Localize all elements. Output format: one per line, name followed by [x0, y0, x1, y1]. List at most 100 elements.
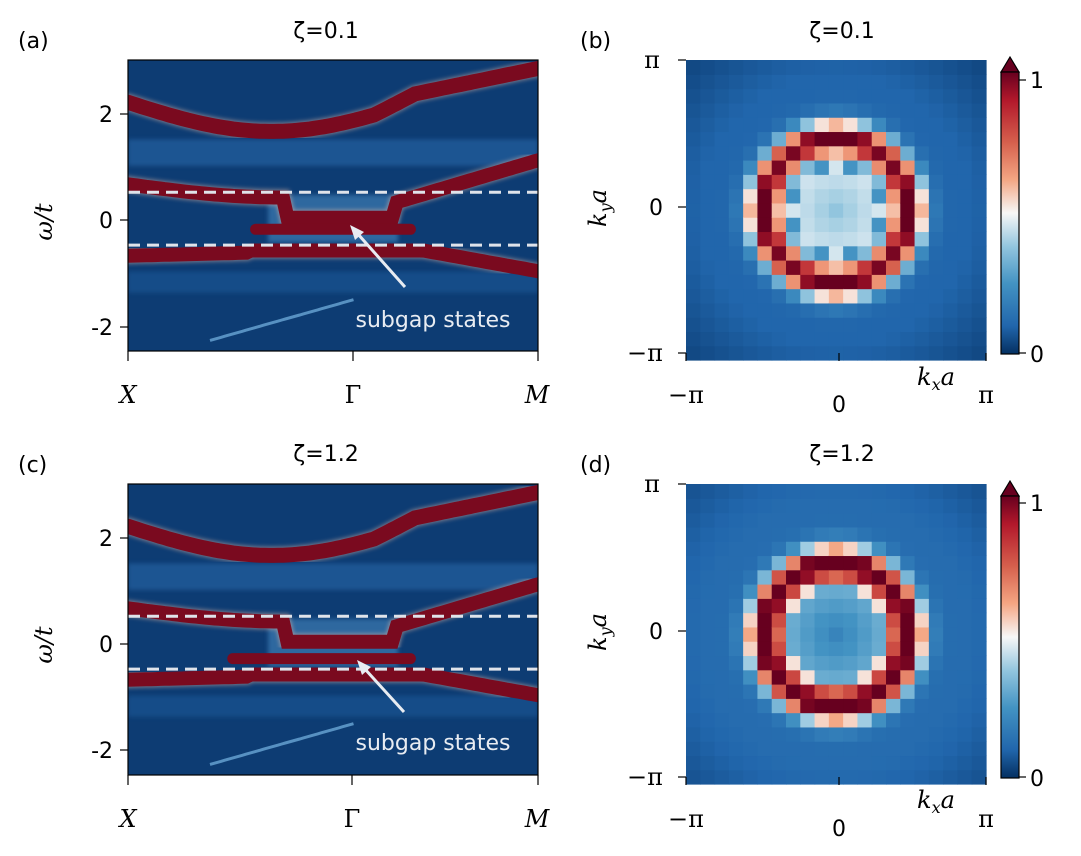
- heatmap-cell: [914, 526, 930, 542]
- heatmap-cell: [757, 331, 773, 347]
- heatmap-cell: [800, 88, 816, 104]
- heatmap-cell: [828, 174, 844, 190]
- heatmap-cell: [700, 669, 716, 685]
- heatmap-cell: [928, 160, 944, 175]
- heatmap-cell: [971, 317, 987, 333]
- heatmap-cell: [786, 541, 801, 557]
- heatmap-cell: [900, 331, 916, 347]
- heatmap-cell: [871, 541, 887, 557]
- heatmap-cell: [886, 655, 901, 671]
- heatmap-cell: [814, 484, 830, 499]
- heatmap-cell: [900, 260, 916, 275]
- heatmap-cell: [800, 317, 816, 333]
- heatmap-cell: [914, 245, 930, 261]
- heatmap-cell: [700, 288, 716, 304]
- heatmap-cell: [900, 245, 916, 261]
- heatmap-cell: [700, 60, 716, 75]
- heatmap-cell: [814, 669, 830, 685]
- heatmap-cell: [800, 245, 816, 261]
- heatmap-cell: [943, 626, 959, 642]
- heatmap-cell: [700, 555, 716, 571]
- heatmap-cell: [886, 274, 901, 290]
- heatmap-cell: [928, 74, 944, 90]
- heatmap-cell: [886, 555, 901, 571]
- heatmap-cell: [800, 655, 816, 671]
- heatmap-cell: [686, 88, 701, 104]
- heatmap-cell: [957, 317, 973, 333]
- x-tick-label: X: [117, 381, 137, 409]
- heatmap-cell: [971, 498, 987, 514]
- heatmap-cell: [771, 160, 787, 175]
- heatmap-cell: [728, 712, 744, 728]
- heatmap-cell: [700, 160, 716, 175]
- heatmap-cell: [871, 512, 887, 528]
- heatmap-cell: [743, 484, 759, 499]
- annotation-arrow: [362, 666, 406, 714]
- heatmap-cell: [771, 345, 787, 361]
- heatmap-cell: [928, 598, 944, 614]
- heatmap-cell: [814, 698, 830, 714]
- heatmap-cell: [900, 102, 916, 118]
- heatmap-cell: [871, 669, 887, 685]
- y-axis-label: kya: [584, 613, 615, 651]
- heatmap-cell: [800, 684, 816, 699]
- heatmap-cell: [700, 498, 716, 514]
- heatmap-cell: [957, 102, 973, 118]
- heatmap-cell: [814, 117, 830, 133]
- heatmap-cell: [771, 202, 787, 218]
- heatmap-cell: [786, 755, 801, 771]
- heatmap-cell: [886, 117, 901, 133]
- heatmap-cell: [814, 74, 830, 90]
- heatmap-cell: [728, 345, 744, 361]
- heatmap-cell: [828, 684, 844, 699]
- heatmap-cell: [700, 755, 716, 771]
- heatmap-cell: [886, 88, 901, 104]
- heatmap-cell: [686, 145, 701, 161]
- heatmap-cell: [828, 60, 844, 75]
- heatmap-cell: [757, 131, 773, 147]
- heatmap-cell: [886, 769, 901, 785]
- heatmap-cell: [828, 769, 844, 785]
- heatmap-cell: [786, 641, 801, 657]
- heatmap-cell: [900, 302, 916, 318]
- heatmap-cell: [843, 102, 859, 118]
- heatmap-cell: [828, 102, 844, 118]
- heatmap-cell: [757, 598, 773, 614]
- heatmap-cell: [814, 726, 830, 742]
- heatmap-cell: [743, 741, 759, 757]
- heatmap-cell: [828, 741, 844, 757]
- heatmap-cell: [971, 345, 987, 361]
- heatmap-cell: [857, 102, 873, 118]
- heatmap-cell: [757, 569, 773, 585]
- heatmap-cell: [743, 755, 759, 771]
- heatmap-cell: [771, 260, 787, 275]
- heatmap-cell: [857, 569, 873, 585]
- heatmap-cell: [700, 117, 716, 133]
- heatmap-cell: [743, 288, 759, 304]
- heatmap-cell: [843, 74, 859, 90]
- heatmap-cell: [928, 484, 944, 499]
- heatmap-cell: [971, 712, 987, 728]
- heatmap-cell: [928, 555, 944, 571]
- heatmap-cell: [786, 712, 801, 728]
- heatmap-cell: [871, 626, 887, 642]
- heatmap-cell: [886, 541, 901, 557]
- colorbar: 1 0: [999, 479, 1044, 792]
- heatmap-cell: [728, 317, 744, 333]
- heatmap-cell: [914, 288, 930, 304]
- heatmap-cell: [914, 231, 930, 247]
- heatmap-cell: [800, 512, 816, 528]
- heatmap-cell: [771, 174, 787, 190]
- heatmap-cell: [814, 755, 830, 771]
- heatmap-cell: [943, 641, 959, 657]
- heatmap-cell: [886, 484, 901, 499]
- heatmap-cell: [714, 345, 730, 361]
- heatmap-cell: [843, 741, 859, 757]
- heatmap-cell: [971, 669, 987, 685]
- heatmap-cell: [957, 245, 973, 261]
- heatmap-cell: [728, 231, 744, 247]
- heatmap-cell: [928, 755, 944, 771]
- heatmap-cell: [700, 684, 716, 699]
- heatmap-cell: [943, 484, 959, 499]
- heatmap-cell: [743, 626, 759, 642]
